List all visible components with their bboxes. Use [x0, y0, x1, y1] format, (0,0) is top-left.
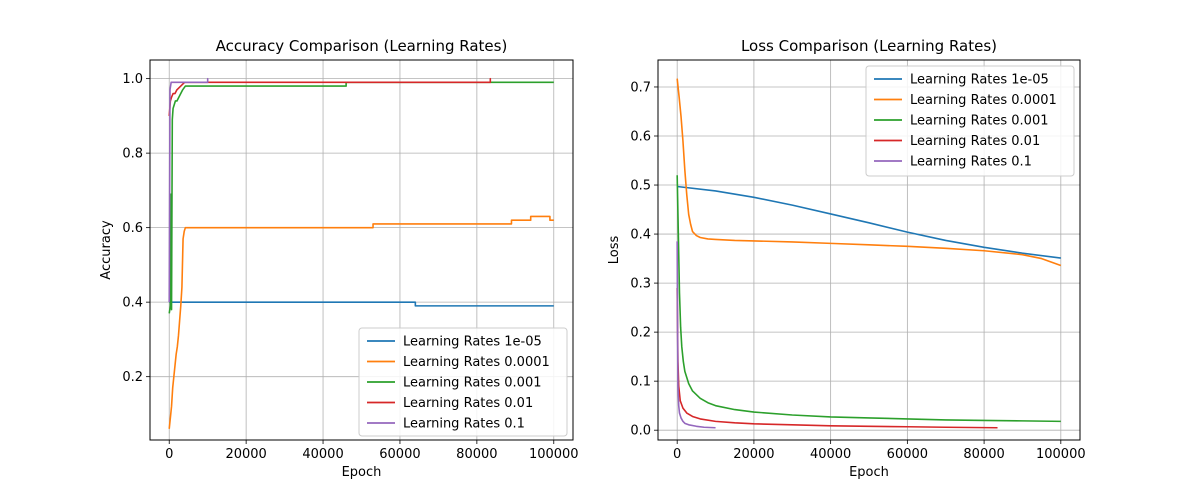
series-group — [676, 78, 1062, 429]
y-tick-label: 0.8 — [122, 147, 143, 162]
x-tick-label: 40000 — [810, 447, 851, 462]
legend-label-2: Learning Rates 0.001 — [403, 376, 542, 391]
x-tick-label: 40000 — [302, 447, 343, 462]
y-tick-label: 0.6 — [122, 221, 143, 236]
legend-label-1: Learning Rates 0.0001 — [403, 355, 550, 370]
y-tick-label: 0.1 — [630, 375, 651, 390]
x-tick-label: 100000 — [529, 447, 579, 462]
y-tick-label: 0.2 — [122, 370, 143, 385]
x-tick-label: 100000 — [1036, 447, 1086, 462]
series-line-0 — [677, 185, 1061, 259]
legend: Learning Rates 1e-05 Learning Rates 0.000… — [358, 327, 568, 437]
axes-frame — [149, 59, 574, 441]
legend-label-1: Learning Rates 0.0001 — [910, 93, 1057, 108]
series-line-3 — [168, 77, 492, 116]
x-tick-label: 0 — [673, 447, 681, 462]
legend-label-3: Learning Rates 0.01 — [403, 396, 533, 411]
legend-label-3: Learning Rates 0.01 — [910, 134, 1040, 149]
x-axis-label: Epoch — [849, 465, 889, 480]
loss-chart: 0 20000 40000 60000 80000 100000 0.0 0.1 0.2 0.3 0… — [607, 37, 1086, 480]
series-line-1 — [168, 215, 554, 429]
legend-label-4: Learning Rates 0.1 — [403, 417, 525, 432]
y-axis-label: Loss — [607, 236, 622, 265]
y-tick-label: 0.3 — [630, 277, 651, 292]
legend-label-4: Learning Rates 0.1 — [910, 155, 1032, 170]
x-tick-label: 20000 — [733, 447, 774, 462]
chart-title: Loss Comparison (Learning Rates) — [741, 37, 997, 55]
series-line-2 — [676, 175, 1061, 423]
x-tick-label: 60000 — [379, 447, 420, 462]
y-tick-label: 0.6 — [630, 130, 651, 145]
series-line-4 — [676, 241, 716, 429]
y-tick-label: 0.4 — [630, 228, 651, 243]
x-tick-label: 60000 — [887, 447, 928, 462]
y-tick-label: 0.0 — [630, 424, 651, 439]
legend-label-0: Learning Rates 1e-05 — [910, 73, 1049, 88]
y-tick-label: 0.7 — [630, 80, 651, 95]
x-tick-label: 80000 — [963, 447, 1004, 462]
x-axis-label: Epoch — [342, 465, 382, 480]
y-tick-label: 0.4 — [122, 296, 143, 311]
legend: Learning Rates 1e-05 Learning Rates 0.000… — [865, 65, 1075, 177]
axes-frame — [657, 59, 1081, 441]
y-tick-label: 1.0 — [122, 72, 143, 87]
x-tick-label: 80000 — [456, 447, 497, 462]
series-line-0 — [169, 301, 554, 307]
series-line-1 — [676, 78, 1062, 267]
y-tick-label: 0.5 — [630, 179, 651, 194]
series-line-2 — [168, 81, 554, 314]
legend-label-0: Learning Rates 1e-05 — [403, 335, 542, 350]
legend-box — [865, 65, 1075, 177]
y-tick-label: 0.2 — [630, 326, 651, 341]
chart-title: Accuracy Comparison (Learning Rates) — [216, 37, 508, 55]
y-axis-label: Accuracy — [99, 220, 114, 280]
x-tick-label: 20000 — [225, 447, 266, 462]
legend-box — [358, 327, 568, 437]
series-line-4 — [168, 77, 209, 303]
accuracy-chart: 0 20000 40000 60000 80000 100000 0.2 0.4 0.6 0.8 1… — [99, 37, 579, 480]
x-tick-label: 0 — [165, 447, 173, 462]
legend-label-2: Learning Rates 0.001 — [910, 114, 1049, 129]
series-group — [168, 77, 554, 429]
series-line-3 — [676, 287, 998, 429]
